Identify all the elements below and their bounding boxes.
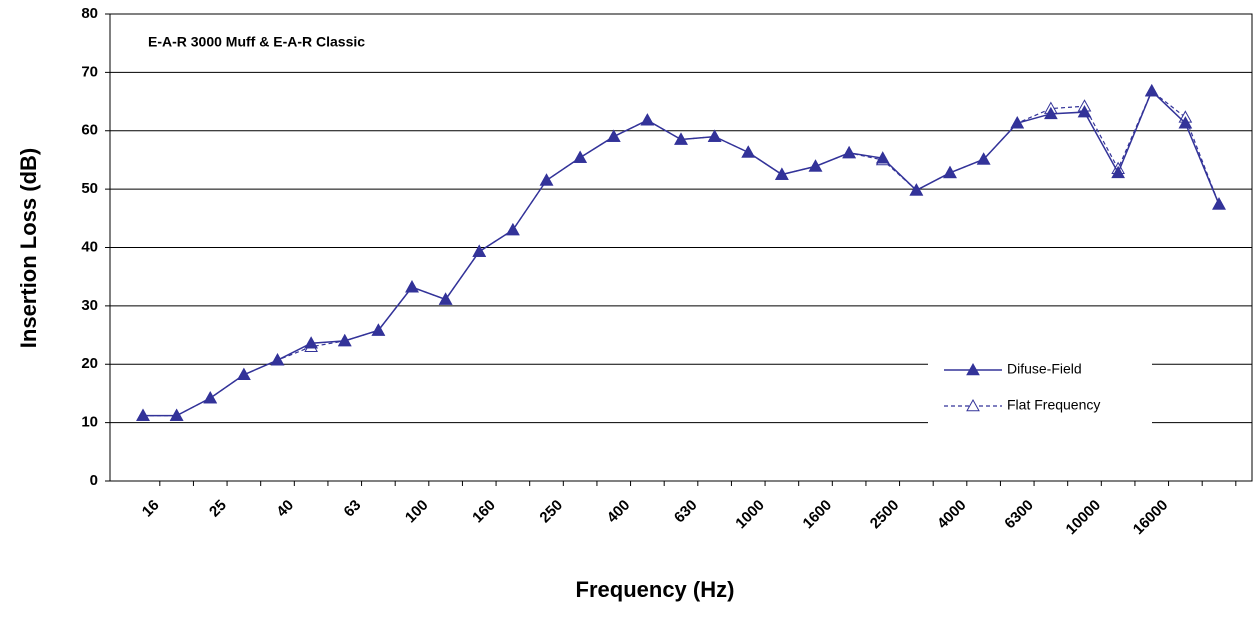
y-tick-label: 10 (81, 414, 98, 431)
y-tick-label: 50 (81, 180, 98, 197)
x-tick-label: 16 (139, 497, 163, 521)
legend-label: Flat Frequency (1007, 397, 1100, 413)
marker (943, 165, 957, 179)
x-tick-label: 4000 (934, 497, 970, 533)
legend-marker (966, 362, 980, 376)
y-tick-label: 40 (81, 238, 98, 255)
x-tick-label: 6300 (1001, 497, 1037, 533)
marker (707, 129, 722, 142)
marker (506, 222, 520, 236)
marker (169, 408, 184, 421)
x-tick-label: 1600 (800, 497, 836, 533)
marker (741, 145, 756, 158)
marker (270, 353, 285, 366)
marker (606, 129, 621, 142)
legend (928, 352, 1152, 424)
y-tick-label: 30 (81, 297, 98, 314)
x-tick-label: 400 (604, 497, 634, 527)
marker (842, 145, 856, 159)
marker (875, 151, 890, 164)
marker (1044, 106, 1058, 120)
marker (808, 159, 823, 172)
x-tick-label: 630 (671, 497, 701, 527)
marker (775, 167, 789, 180)
marker (472, 244, 487, 257)
marker (573, 150, 587, 163)
x-tick-label: 63 (341, 497, 365, 521)
marker (1178, 116, 1193, 129)
marker (337, 333, 352, 347)
marker (1111, 165, 1125, 179)
x-tick-label: 1000 (732, 497, 768, 533)
legend-marker (966, 398, 980, 412)
x-tick-label: 25 (206, 497, 230, 521)
x-tick-label: 16000 (1130, 497, 1172, 539)
marker (976, 152, 991, 165)
chart-title: E-A-R 3000 Muff & E-A-R Classic (148, 34, 365, 50)
x-tick-label: 250 (536, 497, 566, 527)
y-tick-label: 0 (90, 472, 98, 489)
legend-label: Difuse-Field (1007, 361, 1082, 377)
marker (136, 408, 150, 421)
marker (1144, 84, 1159, 97)
x-tick-label: 160 (469, 497, 499, 527)
y-axis-title: Insertion Loss (dB) (16, 148, 41, 348)
marker (539, 173, 554, 186)
marker (674, 132, 688, 145)
marker (1212, 197, 1226, 210)
marker (438, 292, 453, 305)
marker (237, 367, 251, 381)
x-tick-label: 100 (402, 497, 432, 527)
x-axis-title: Frequency (Hz) (576, 577, 735, 602)
y-tick-label: 70 (81, 63, 98, 80)
y-tick-label: 20 (81, 355, 98, 372)
marker (640, 113, 655, 126)
marker (405, 280, 419, 293)
y-tick-label: 80 (81, 5, 98, 22)
marker (909, 183, 924, 196)
y-tick-label: 60 (81, 122, 98, 139)
marker (203, 391, 218, 404)
marker (371, 323, 386, 336)
x-tick-label: 10000 (1063, 497, 1105, 539)
x-tick-label: 40 (273, 497, 297, 521)
x-tick-label: 2500 (867, 497, 903, 533)
marker (1010, 116, 1025, 129)
marker (304, 336, 318, 349)
marker (1077, 105, 1092, 118)
